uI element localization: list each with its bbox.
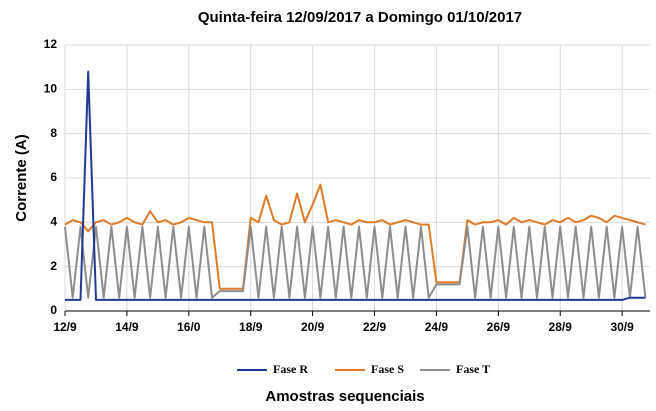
legend-label: Fase S	[371, 362, 404, 376]
series-line	[64, 225, 647, 299]
x-tick-label: 14/9	[115, 320, 139, 334]
y-tick-label: 12	[44, 37, 58, 51]
x-tick-label: 18/9	[239, 320, 263, 334]
y-tick-label: 8	[50, 126, 57, 140]
x-tick-label: 30/9	[610, 320, 634, 334]
y-tick-label: 0	[50, 303, 57, 317]
x-tick-label: 24/9	[425, 320, 449, 334]
x-tick-label: 16/0	[177, 320, 201, 334]
chart-title: Quinta-feira 12/09/2017 a Domingo 01/10/…	[198, 9, 522, 26]
series-line	[65, 70, 646, 301]
y-tick-label: 4	[50, 215, 57, 229]
x-tick-label: 26/9	[487, 320, 511, 334]
y-axis-label: Corrente (A)	[13, 134, 30, 222]
x-tick-label: 12/9	[53, 320, 77, 334]
x-tick-label: 22/9	[363, 320, 387, 334]
legend-label: Fase T	[456, 362, 490, 376]
series-line	[64, 183, 646, 290]
legend-label: Fase R	[273, 362, 308, 376]
y-tick-label: 2	[50, 259, 57, 273]
y-tick-label: 10	[44, 82, 58, 96]
y-tick-label: 6	[50, 170, 57, 184]
x-axis-label: Amostras sequenciais	[265, 388, 424, 405]
x-tick-label: 20/9	[301, 320, 325, 334]
x-tick-label: 28/9	[549, 320, 573, 334]
